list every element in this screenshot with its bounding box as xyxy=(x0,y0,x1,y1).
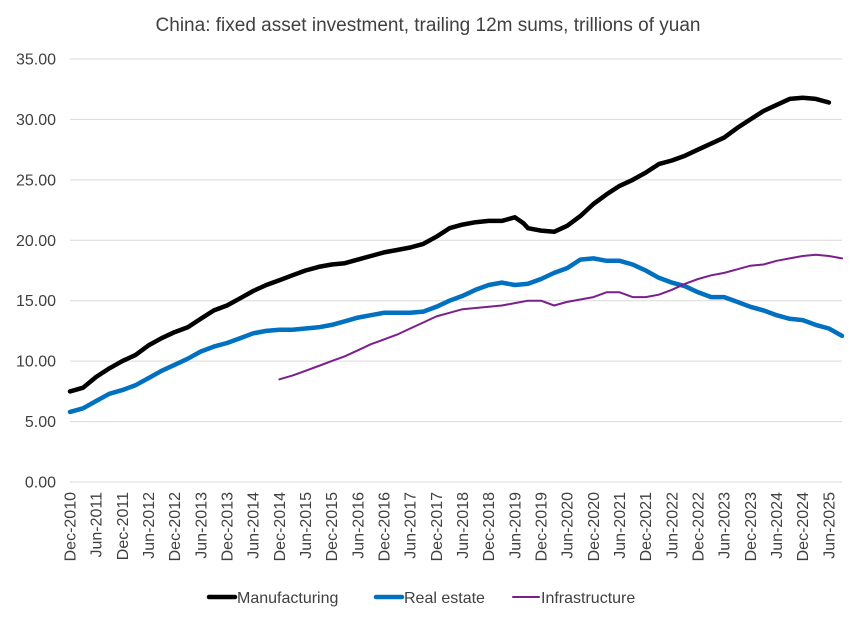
y-tick-label: 25.00 xyxy=(16,172,56,189)
x-tick-label: Jun-2020 xyxy=(560,492,577,559)
y-tick-label: 15.00 xyxy=(16,293,56,310)
x-tick-label: Dec-2015 xyxy=(324,492,341,561)
y-tick-label: 20.00 xyxy=(16,233,56,250)
x-tick-label: Jun-2012 xyxy=(141,492,158,559)
x-tick-label: Jun-2017 xyxy=(403,492,420,559)
series-line-infrastructure xyxy=(278,253,843,381)
y-tick-label: 5.00 xyxy=(25,414,56,431)
x-tick-label: Jun-2021 xyxy=(612,492,629,559)
x-tick-label: Dec-2023 xyxy=(743,492,760,561)
x-tick-label: Jun-2011 xyxy=(89,492,106,558)
x-axis-ticks: Dec-2010 Jun-2011 Dec-2011 Jun-2012 Dec-2012… xyxy=(63,492,839,561)
series-line-real-estate xyxy=(67,256,845,415)
chart-title: China: fixed asset investment, trailing … xyxy=(156,15,701,36)
y-tick-label: 0.00 xyxy=(25,475,56,492)
series-line-manufacturing xyxy=(67,95,832,394)
x-tick-label: Jun-2019 xyxy=(507,492,524,559)
x-tick-label: Jun-2018 xyxy=(455,492,472,559)
x-tick-label: Jun-2023 xyxy=(717,492,734,559)
x-tick-label: Dec-2010 xyxy=(63,492,80,561)
legend-label: Real estate xyxy=(404,590,485,607)
x-tick-label: Jun-2014 xyxy=(246,492,263,559)
x-tick-label: Dec-2011 xyxy=(115,492,132,560)
legend-label: Manufacturing xyxy=(237,590,338,607)
gridlines xyxy=(70,58,842,483)
legend-label: Infrastructure xyxy=(541,590,635,607)
x-tick-label: Dec-2014 xyxy=(272,492,289,561)
x-tick-label: Dec-2016 xyxy=(377,492,394,561)
x-tick-label: Jun-2024 xyxy=(769,492,786,559)
x-tick-label: Dec-2020 xyxy=(586,492,603,561)
x-tick-label: Dec-2013 xyxy=(220,492,237,561)
x-tick-label: Dec-2024 xyxy=(795,492,812,561)
x-tick-label: Dec-2017 xyxy=(429,492,446,561)
x-tick-label: Dec-2021 xyxy=(638,492,655,561)
x-tick-label: Jun-2015 xyxy=(298,492,315,559)
legend: Manufacturing Real estate Infrastructure xyxy=(206,590,635,607)
y-axis-ticks: 0.00 5.00 10.00 15.00 20.00 25.00 30.00 35.00 xyxy=(16,52,56,492)
x-tick-label: Jun-2016 xyxy=(350,492,367,559)
x-tick-label: Dec-2018 xyxy=(481,492,498,561)
x-tick-label: Dec-2019 xyxy=(534,492,551,561)
series-lines xyxy=(67,95,845,415)
x-tick-label: Dec-2022 xyxy=(691,492,708,561)
x-tick-label: Jun-2013 xyxy=(193,492,210,559)
x-tick-label: Jun-2022 xyxy=(664,492,681,559)
y-tick-label: 30.00 xyxy=(16,112,56,129)
y-tick-label: 10.00 xyxy=(16,354,56,371)
y-tick-label: 35.00 xyxy=(16,52,56,69)
x-tick-label: Jun-2025 xyxy=(821,492,838,559)
x-tick-label: Dec-2012 xyxy=(167,492,184,561)
